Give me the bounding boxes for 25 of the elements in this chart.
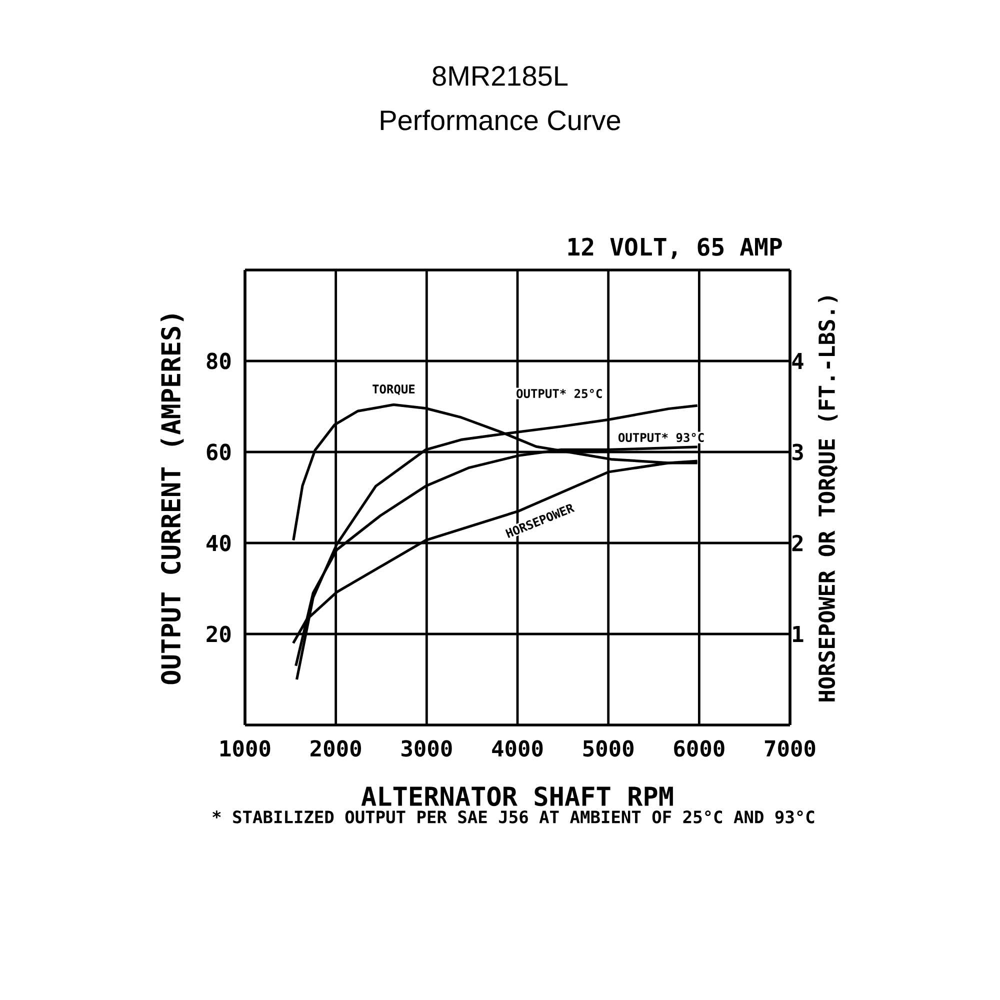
- y-tick-label: 20: [206, 626, 231, 642]
- y2-tick-label: 3: [792, 444, 803, 460]
- series-label: OUTPUT* 93°C: [618, 432, 704, 442]
- y2-tick-label: 2: [792, 534, 802, 552]
- x-tick-label: 1000: [220, 740, 270, 757]
- x-tick-label: 7000: [764, 740, 816, 757]
- y-tick-label: 60: [206, 444, 231, 460]
- x-tick-label: 3000: [402, 740, 452, 757]
- y-tick-label: 80: [206, 352, 231, 370]
- text: 12 VOLT, 65 AMP: [568, 238, 782, 259]
- x-tick-label: 4000: [492, 740, 543, 757]
- chart-subtitle: Performance Curve: [380, 110, 620, 130]
- x-tick-label: 6000: [674, 740, 724, 757]
- series-label: OUTPUT* 25°C: [516, 389, 602, 398]
- x-tick-label: 2000: [310, 740, 361, 757]
- chart-title: 8MR2185L: [432, 66, 568, 86]
- x-axis-title: ALTERNATOR SHAFT RPM: [361, 786, 673, 806]
- x-tick-label: 5000: [583, 740, 634, 757]
- y2-tick-label: 1: [793, 626, 804, 642]
- text: * STABILIZED OUTPUT PER SAE J56 AT AMBIENT OF 25°C AND 93°C: [212, 810, 814, 824]
- y-axis-title: OUTPUT CURRENT (AMPERES): [160, 314, 184, 684]
- y2-axis-title: HORSEPOWER OR TORQUE (FT.-LBS.): [818, 296, 838, 702]
- y2-tick-label: 4: [792, 352, 804, 370]
- series-label: TORQUE: [372, 384, 415, 396]
- y-tick-label: 40: [206, 534, 231, 552]
